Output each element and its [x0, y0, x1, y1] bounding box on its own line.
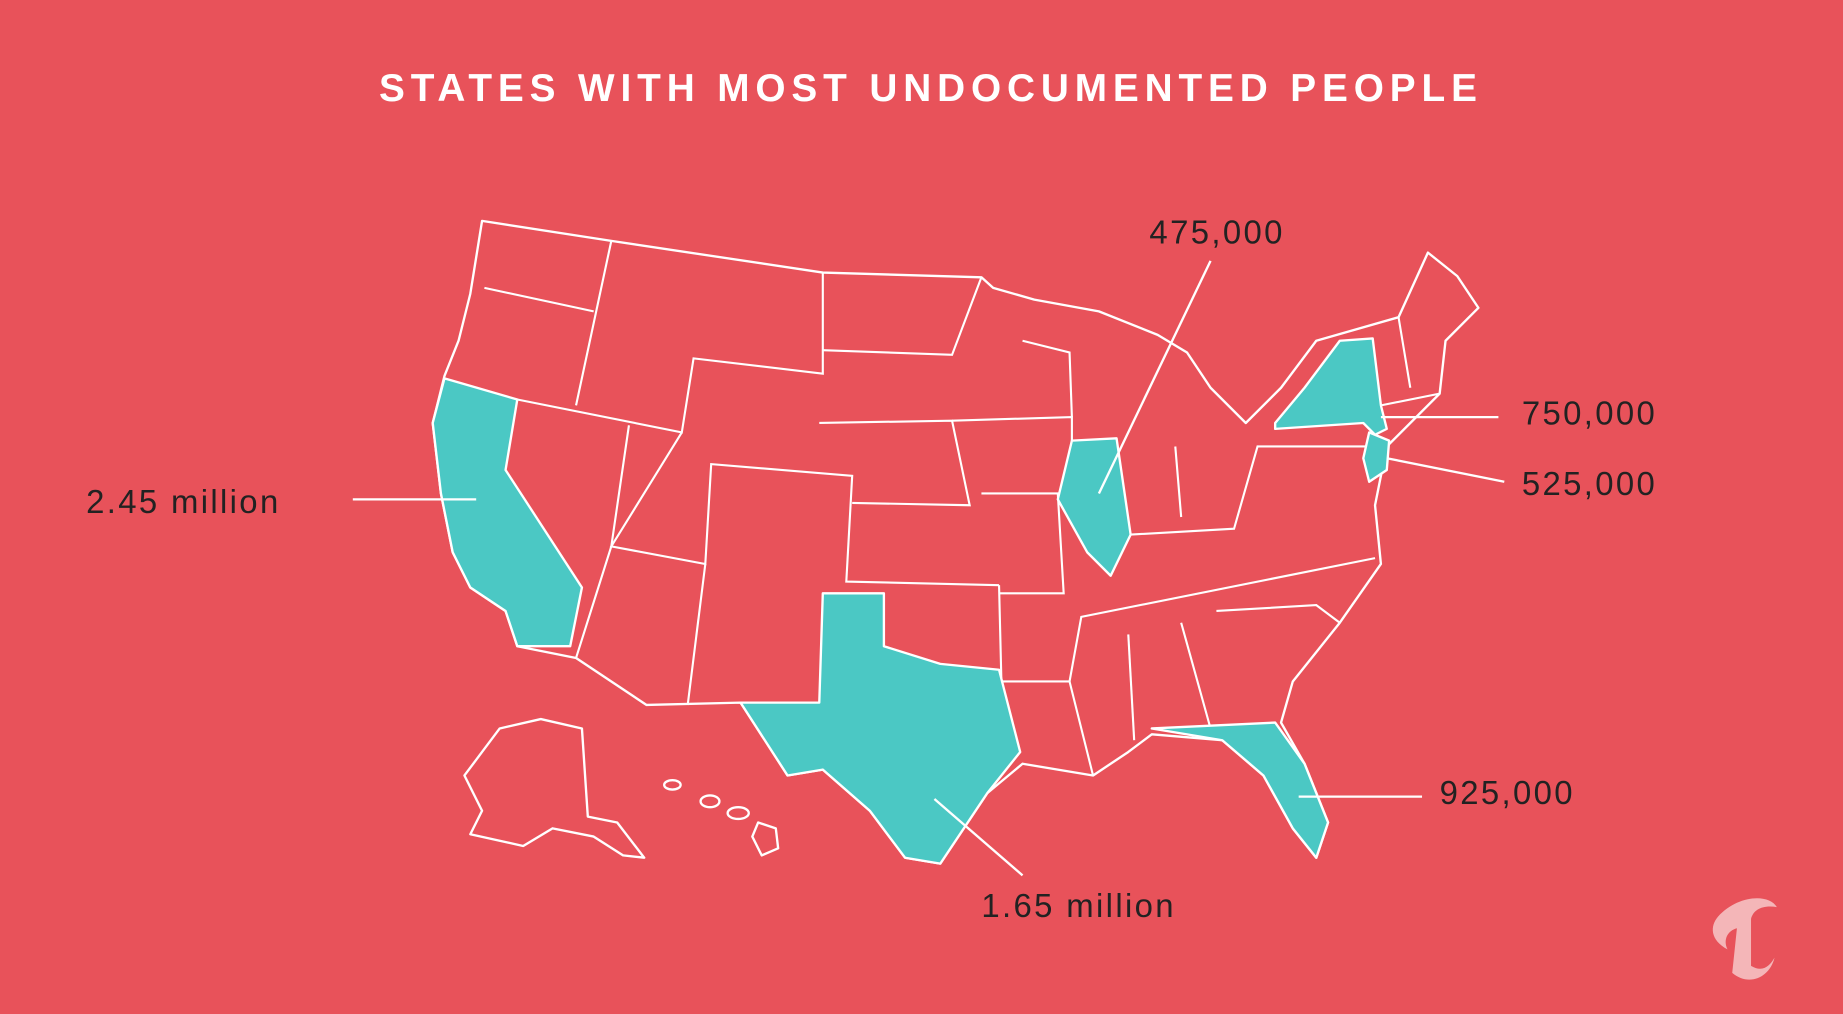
logo	[1712, 898, 1777, 980]
map-title: STATES WITH MOST UNDOCUMENTED PEOPLE	[379, 67, 1483, 110]
state-borders	[484, 240, 1440, 776]
florida	[1150, 721, 1330, 859]
leader-line	[933, 798, 1024, 877]
hawaii	[663, 779, 780, 857]
texas	[739, 592, 1022, 865]
leader-lines	[352, 260, 1505, 877]
state-label: 925,000	[1440, 774, 1575, 811]
new-jersey	[1362, 431, 1391, 483]
state-label: 2.45 million	[86, 483, 280, 520]
state-label: 475,000	[1149, 214, 1284, 251]
state-label: 750,000	[1522, 395, 1657, 432]
illinois	[1056, 437, 1132, 577]
us-map	[431, 219, 1480, 865]
state-label: 525,000	[1522, 465, 1657, 502]
state-label: 1.65 million	[981, 887, 1175, 924]
leader-line	[1097, 260, 1212, 494]
leader-line	[1386, 457, 1505, 483]
alaska	[463, 717, 646, 859]
california	[431, 377, 584, 648]
